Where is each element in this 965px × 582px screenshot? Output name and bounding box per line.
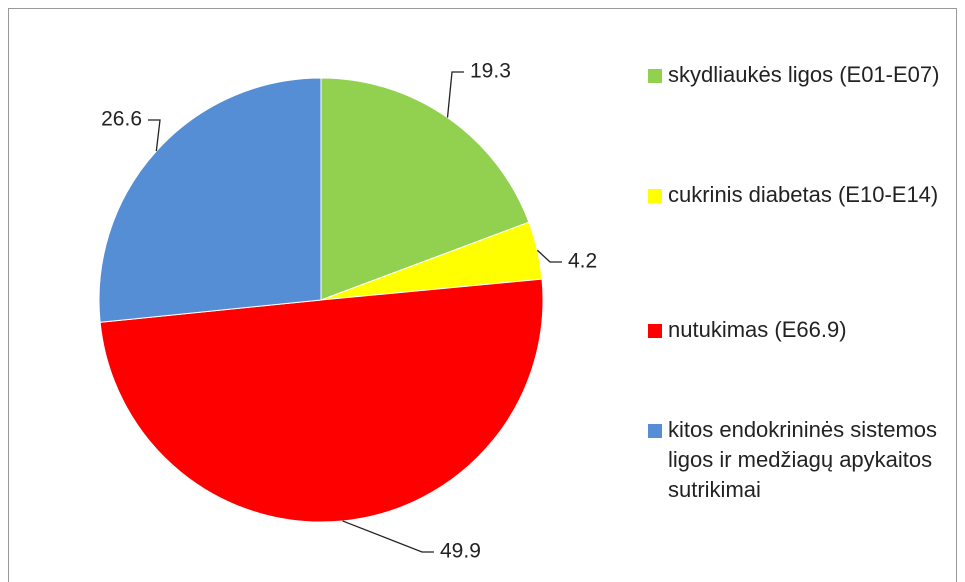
legend-label: skydliaukės ligos (E01-E07): [668, 62, 940, 87]
legend-swatch: [648, 69, 662, 83]
leader-line: [446, 71, 464, 118]
data-label: 4.2: [568, 250, 597, 273]
data-label: 49.9: [440, 540, 481, 563]
data-label: 26.6: [101, 108, 142, 131]
legend-item: skydliaukės ligos (E01-E07): [648, 60, 948, 90]
legend-swatch: [648, 424, 662, 438]
chart-border: [8, 8, 957, 582]
leader-line: [536, 249, 562, 263]
legend-swatch: [648, 324, 662, 338]
legend-label: kitos endokrininės sistemos ligos ir med…: [668, 417, 938, 502]
leader-line: [148, 119, 161, 152]
legend-label: nutukimas (E66.9): [668, 317, 847, 342]
pie-slice: [99, 278, 544, 523]
legend-item: nutukimas (E66.9): [648, 315, 948, 345]
legend-item: kitos endokrininės sistemos ligos ir med…: [648, 415, 948, 505]
legend-swatch: [648, 189, 662, 203]
legend-item: cukrinis diabetas (E10-E14): [648, 180, 948, 210]
leader-line: [342, 520, 434, 553]
legend-label: cukrinis diabetas (E10-E14): [668, 182, 939, 207]
data-label: 19.3: [470, 60, 511, 83]
